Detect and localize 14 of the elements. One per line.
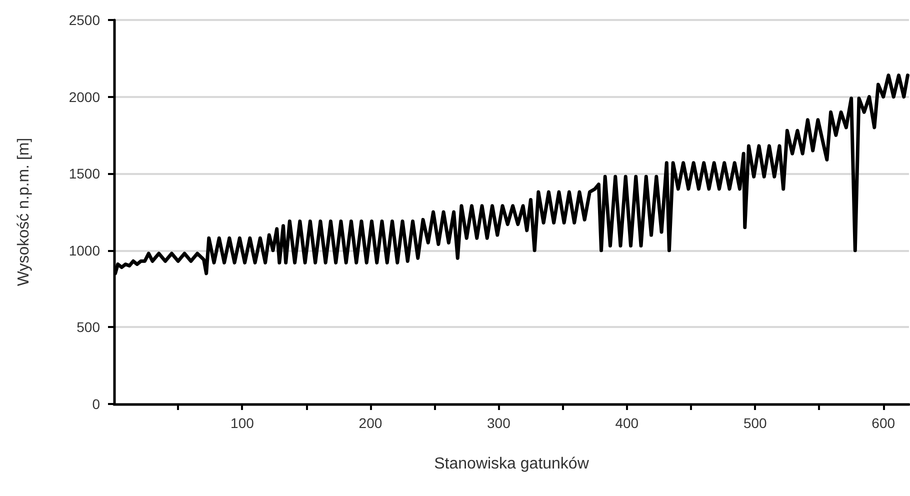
y-tick-label: 2500 bbox=[68, 12, 100, 28]
y-axis-title: Wysokość n.p.m. [m] bbox=[16, 138, 32, 286]
x-tick-label: 500 bbox=[743, 415, 768, 431]
x-tick-label: 100 bbox=[230, 415, 254, 431]
x-tick-label: 200 bbox=[358, 415, 382, 431]
y-tick-label: 1000 bbox=[68, 242, 100, 258]
y-tick-label: 0 bbox=[92, 396, 100, 412]
x-axis-title: Stanowiska gatunków bbox=[434, 456, 590, 472]
y-tick-label: 1500 bbox=[68, 166, 100, 182]
y-tick-label: 500 bbox=[76, 319, 100, 336]
x-tick-label: 400 bbox=[615, 415, 639, 431]
x-tick-label: 300 bbox=[487, 415, 511, 431]
x-tick-label: 600 bbox=[872, 415, 896, 431]
y-tick-label: 2000 bbox=[68, 88, 100, 105]
